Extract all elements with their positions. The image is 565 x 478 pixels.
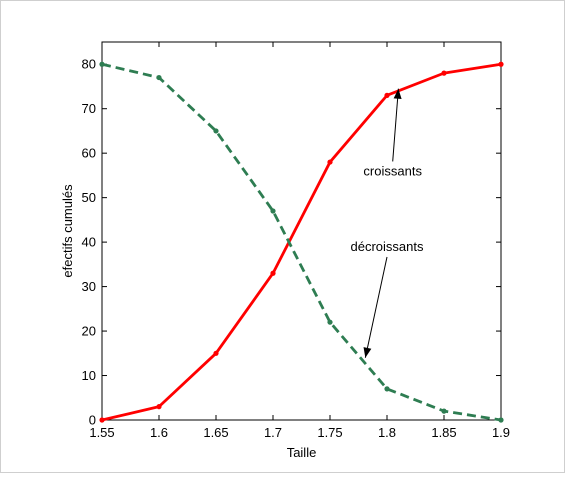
y-tick-label: 10: [82, 368, 96, 383]
series-0-point: [441, 70, 447, 76]
series-1-point: [213, 128, 219, 134]
y-tick-label: 20: [82, 324, 96, 339]
series-0-point: [213, 350, 219, 356]
y-tick-label: 40: [82, 235, 96, 250]
annotation-arrow-head-0: [393, 88, 402, 99]
annotation-label-1: décroissants: [351, 239, 424, 254]
series-1-point: [156, 74, 162, 81]
series-1-point: [384, 386, 390, 392]
series-0-point: [498, 61, 504, 67]
series-0-point: [384, 92, 390, 98]
annotation-layer: croissants décroissants: [351, 88, 424, 358]
y-tick-label: 70: [82, 101, 96, 116]
annotation-arrow-head-1: [363, 347, 372, 358]
x-axis-ticks: 1.55 1.6 1.65 1.7 1.75 1.8 1.85 1.9: [89, 42, 510, 440]
y-tick-label: 50: [82, 190, 96, 205]
x-tick-label: 1.75: [317, 425, 342, 440]
series-0-point: [156, 404, 162, 410]
y-axis-ticks: 0 10 20 30 40 50 60 70 80: [82, 57, 501, 428]
series-1-point: [327, 319, 333, 325]
y-tick-label: 0: [89, 413, 96, 428]
x-tick-label: 1.85: [431, 425, 456, 440]
series-line-0: [101, 62, 502, 422]
series-0-point: [99, 417, 105, 423]
x-tick-label: 1.65: [203, 425, 228, 440]
x-tick-label: 1.6: [150, 425, 168, 440]
series-0-point: [327, 159, 333, 165]
y-axis-label: efectifs cumulés: [60, 184, 75, 278]
annotation-arrow-line-0: [392, 88, 399, 162]
series-1-point: [99, 61, 105, 67]
y-tick-label: 80: [82, 57, 96, 72]
series-1-point: [270, 208, 276, 214]
y-tick-label: 30: [82, 279, 96, 294]
series-layer: [99, 61, 504, 423]
series-line-1: [101, 62, 502, 422]
x-tick-label: 1.8: [378, 425, 396, 440]
x-tick-label: 1.9: [492, 425, 510, 440]
x-tick-label: 1.55: [89, 425, 114, 440]
series-0-point: [270, 270, 276, 276]
annotation-label-0: croissants: [363, 163, 422, 178]
series-1-point: [441, 408, 447, 414]
annotation-arrow-line-1: [364, 256, 388, 358]
series-1-point: [498, 417, 504, 423]
y-tick-label: 60: [82, 146, 96, 161]
plot-area: [101, 41, 502, 421]
x-axis-label: Taille: [287, 445, 317, 460]
x-tick-label: 1.7: [264, 425, 282, 440]
